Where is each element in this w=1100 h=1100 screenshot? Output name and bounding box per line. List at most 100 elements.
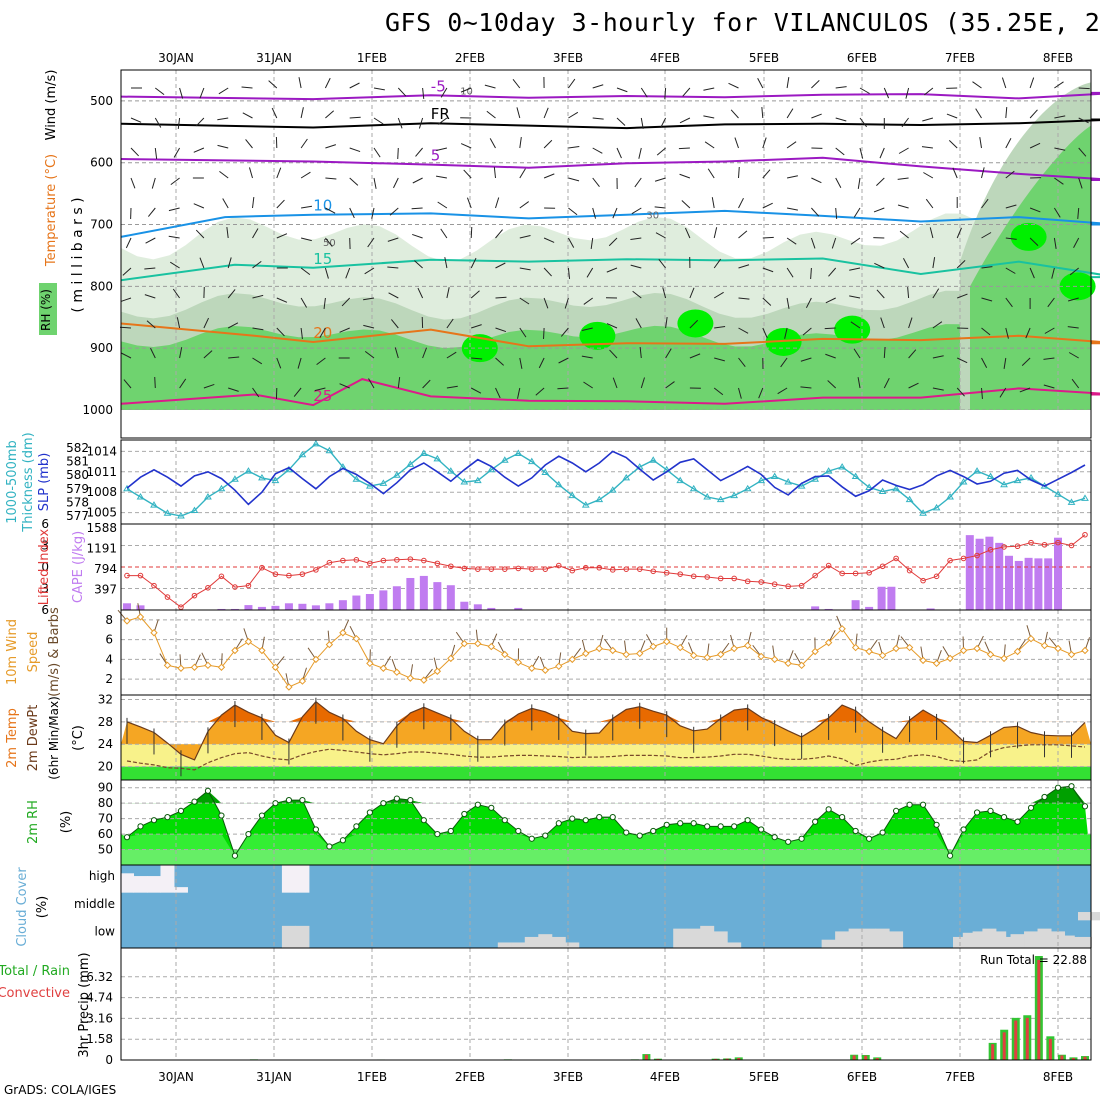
cloud-bar-low [1010, 934, 1025, 948]
wind-barb [738, 264, 750, 269]
cloud-bar-low [1078, 936, 1092, 948]
wind-speed-point [1013, 647, 1022, 656]
wind-barb [859, 147, 864, 159]
lifted-index-point [448, 563, 454, 570]
wind-barb [975, 108, 982, 119]
wind-barb [349, 207, 355, 219]
cloud-bar-low [673, 928, 688, 948]
thickness-point [581, 501, 590, 508]
wind-barb [471, 324, 482, 329]
wind-barb [560, 327, 569, 337]
rh-point [1054, 784, 1062, 791]
wind-barb [786, 267, 794, 278]
wind-speed-point [946, 654, 954, 663]
wind-barb [780, 357, 788, 368]
precip-convective-bar [714, 1058, 718, 1060]
thickness-point [136, 492, 145, 500]
wind-barb [145, 237, 156, 244]
cloud-row-label: low [95, 925, 116, 939]
lifted-index-point [906, 567, 913, 574]
wind-speed-point [622, 650, 630, 659]
wind-barb [956, 259, 966, 269]
slp-tick-label: 1005 [86, 506, 117, 520]
thickness-point [460, 478, 469, 485]
wind-barb [631, 207, 642, 215]
pressure-tick-label: 500 [90, 94, 113, 108]
thickness-tick-label: 582 [66, 441, 89, 455]
precip-convective-bar [1014, 1020, 1018, 1060]
lifted-index-point [596, 564, 603, 571]
thickness-point [892, 484, 900, 492]
lifted-index-point [663, 569, 670, 576]
cloud-bar-low [821, 939, 836, 948]
wind-barb [640, 377, 645, 389]
cape-bar [975, 538, 984, 610]
upper-air-panel [120, 69, 1092, 439]
rh-contour-label: 30 [646, 210, 659, 221]
wind-speed-point [757, 652, 765, 661]
wind-barb [713, 291, 724, 299]
lifted-index-point [920, 577, 926, 584]
temperature-contour-label: FR [431, 105, 450, 123]
cape-bar [433, 582, 442, 610]
wind-barb [1067, 297, 1079, 302]
lifted-index-point [1055, 539, 1061, 546]
wind-barb [714, 325, 726, 329]
wind-barb [300, 138, 308, 149]
rh-point [650, 827, 657, 835]
wind-barb [341, 297, 351, 307]
rh-point [299, 796, 306, 804]
pressure-tick-label: 1000 [82, 403, 113, 417]
wind-barb [590, 237, 594, 249]
wind-barb [810, 267, 812, 280]
wind-barb [640, 117, 644, 129]
wind-barb [227, 257, 232, 269]
wind-speed-point [258, 646, 266, 655]
rh-point [785, 838, 792, 845]
wind-barb [173, 147, 181, 158]
wind-barb [738, 297, 750, 300]
cape-bar [926, 608, 935, 610]
cloud-bar-low [875, 928, 890, 948]
wind-barb [349, 177, 359, 186]
wind-barb [217, 117, 229, 121]
wind-barb [879, 147, 885, 159]
bottom-date-label: 7FEB [945, 1070, 975, 1084]
bottom-date-label: 31JAN [256, 1070, 292, 1084]
wind-barb [738, 230, 748, 239]
wind-barb [606, 267, 618, 273]
precip-tick-label: 6.32 [86, 970, 113, 984]
lifted-index-point [1028, 539, 1034, 546]
wind-barb [252, 197, 255, 209]
wind-barb [435, 175, 447, 179]
surface-strip [121, 410, 1091, 438]
wind-barb [825, 353, 836, 359]
wind-barb [293, 387, 302, 397]
wind-barb [495, 229, 503, 239]
wind-barb [460, 143, 472, 149]
wind-speed-point [460, 639, 469, 648]
wind-barb [981, 297, 993, 302]
cape-bar [865, 606, 874, 610]
rh-tick-label: 90 [98, 781, 113, 795]
wind-barb [948, 139, 958, 149]
lifted-index-point [636, 566, 643, 572]
thickness-point [919, 509, 927, 516]
wind-barb [1054, 115, 1066, 119]
cape-bar [406, 577, 415, 610]
cape-bar [352, 595, 361, 610]
wind-barb [179, 378, 187, 389]
lifted-index-point [812, 572, 818, 579]
wind-barb [665, 348, 672, 359]
lifted-index-point [677, 571, 684, 577]
wind-barb [899, 230, 909, 239]
wind-barb [495, 197, 500, 209]
wind-barb [271, 107, 278, 119]
wind-speed-point [379, 664, 388, 672]
wind-barb [154, 147, 158, 159]
wind-barb [1043, 384, 1055, 389]
wind-barb [738, 357, 746, 367]
cloud-bar-low [686, 928, 701, 948]
wind-barb [349, 147, 361, 153]
lifted-index-point [488, 566, 495, 572]
